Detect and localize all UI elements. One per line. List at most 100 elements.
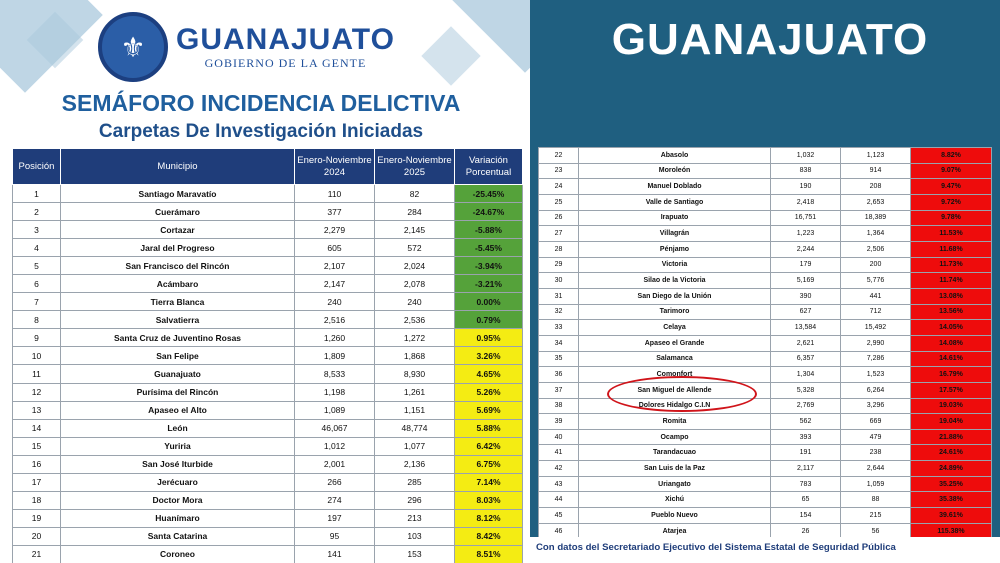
row-municipality: Guanajuato xyxy=(60,364,295,384)
row-variation: 7.14% xyxy=(454,472,523,492)
row-value-2025: 712 xyxy=(840,303,911,321)
page-title: SEMÁFORO INCIDENCIA DELICTIVA xyxy=(61,90,461,116)
row-variation: -5.88% xyxy=(454,220,523,240)
row-value-2024: 2,001 xyxy=(294,454,375,474)
table-row: 6 Acámbaro 2,147 2,078 -3.21% xyxy=(12,274,523,294)
row-municipality: Pénjamo xyxy=(578,240,771,258)
ranking-table-left: Posición Municipio Enero-Noviembre 2024 … xyxy=(12,148,523,563)
table-row: 12 Purísima del Rincón 1,198 1,261 5.26% xyxy=(12,382,523,402)
row-value-2025: 3,296 xyxy=(840,397,911,415)
row-value-2025: 914 xyxy=(840,162,911,180)
table-row: 13 Apaseo el Alto 1,089 1,151 5.69% xyxy=(12,400,523,420)
row-variation: -25.45% xyxy=(454,183,523,204)
row-position: 10 xyxy=(12,346,61,366)
row-value-2024: 393 xyxy=(770,428,841,446)
row-position: 24 xyxy=(538,178,579,195)
row-position: 23 xyxy=(538,162,579,180)
row-position: 35 xyxy=(538,350,579,368)
row-municipality: Santa Catarina xyxy=(60,526,295,546)
row-position: 11 xyxy=(12,364,61,384)
brand-block: GUANAJUATO GOBIERNO DE LA GENTE xyxy=(176,23,395,71)
row-municipality: San Luis de la Paz xyxy=(578,460,771,477)
row-value-2025: 213 xyxy=(374,508,455,528)
row-position: 27 xyxy=(538,225,579,242)
row-municipality: Valle de Santiago xyxy=(578,193,771,211)
table-row: 39 Romita 562 669 19.04% xyxy=(538,413,992,430)
table-row: 45 Pueblo Nuevo 154 215 39.61% xyxy=(538,507,992,524)
row-municipality: Jerécuaro xyxy=(60,472,295,492)
brand-tagline: GOBIERNO DE LA GENTE xyxy=(204,55,367,70)
row-variation: 0.95% xyxy=(454,328,523,348)
row-municipality: León xyxy=(60,418,295,438)
table-row: 23 Moroleón 838 914 9.07% xyxy=(538,162,992,180)
row-position: 32 xyxy=(538,303,579,321)
row-variation: 8.42% xyxy=(454,526,523,546)
row-position: 38 xyxy=(538,397,579,415)
row-variation: 11.73% xyxy=(910,256,992,274)
row-value-2025: 285 xyxy=(374,472,455,492)
row-value-2025: 48,774 xyxy=(374,418,455,438)
row-value-2025: 103 xyxy=(374,526,455,546)
row-value-2024: 1,012 xyxy=(294,436,375,456)
table-row: 8 Salvatierra 2,516 2,536 0.79% xyxy=(12,310,523,330)
row-value-2024: 16,751 xyxy=(770,209,841,227)
row-value-2025: 215 xyxy=(840,507,911,524)
row-value-2024: 2,279 xyxy=(294,220,375,240)
row-variation: 8.12% xyxy=(454,508,523,528)
row-municipality: Ocampo xyxy=(578,428,771,446)
row-municipality: Santa Cruz de Juventino Rosas xyxy=(60,328,295,348)
row-value-2025: 8,930 xyxy=(374,364,455,384)
row-position: 21 xyxy=(12,544,61,563)
row-variation: 5.26% xyxy=(454,382,523,402)
row-municipality: San Felipe xyxy=(60,346,295,366)
row-municipality: Silao de la Victoria xyxy=(578,272,771,289)
row-position: 44 xyxy=(538,491,579,509)
row-position: 1 xyxy=(12,183,61,204)
row-value-2024: 1,032 xyxy=(770,147,841,164)
row-value-2025: 284 xyxy=(374,202,455,222)
row-position: 36 xyxy=(538,366,579,383)
row-position: 30 xyxy=(538,272,579,289)
table-row: 21 Coroneo 141 153 8.51% xyxy=(12,544,523,563)
table-row: 28 Pénjamo 2,244 2,506 11.68% xyxy=(538,240,992,258)
row-position: 19 xyxy=(12,508,61,528)
row-variation: -5.45% xyxy=(454,238,523,258)
table-row: 38 Dolores Hidalgo C.I.N 2,769 3,296 19.03% xyxy=(538,397,992,415)
row-municipality: Manuel Doblado xyxy=(578,178,771,195)
row-position: 25 xyxy=(538,193,579,211)
row-variation: 14.61% xyxy=(910,350,992,368)
row-position: 22 xyxy=(538,147,579,164)
row-value-2024: 1,809 xyxy=(294,346,375,366)
row-value-2025: 153 xyxy=(374,544,455,563)
row-municipality: Tarimoro xyxy=(578,303,771,321)
row-position: 9 xyxy=(12,328,61,348)
row-position: 45 xyxy=(538,507,579,524)
row-value-2024: 13,584 xyxy=(770,319,841,336)
row-municipality: Tarandacuao xyxy=(578,444,771,462)
row-value-2024: 240 xyxy=(294,292,375,312)
table-row: 42 San Luis de la Paz 2,117 2,644 24.89% xyxy=(538,460,992,477)
row-value-2024: 605 xyxy=(294,238,375,258)
row-variation: 11.53% xyxy=(910,225,992,242)
table-row: 16 San José Iturbide 2,001 2,136 6.75% xyxy=(12,454,523,474)
row-value-2024: 8,533 xyxy=(294,364,375,384)
row-position: 31 xyxy=(538,287,579,305)
row-variation: 11.74% xyxy=(910,272,992,289)
row-position: 33 xyxy=(538,319,579,336)
table-row: 46 Atarjea 26 56 115.38% xyxy=(538,522,992,540)
row-value-2025: 200 xyxy=(840,256,911,274)
table-row: 25 Valle de Santiago 2,418 2,653 9.72% xyxy=(538,193,992,211)
table-row: 10 San Felipe 1,809 1,868 3.26% xyxy=(12,346,523,366)
header-position: Posición xyxy=(12,148,61,185)
row-value-2025: 479 xyxy=(840,428,911,446)
row-value-2025: 296 xyxy=(374,490,455,510)
row-value-2024: 1,304 xyxy=(770,366,841,383)
row-position: 43 xyxy=(538,475,579,493)
table-row: 17 Jerécuaro 266 285 7.14% xyxy=(12,472,523,492)
row-variation: 19.04% xyxy=(910,413,992,430)
row-value-2024: 141 xyxy=(294,544,375,563)
table-row: 29 Victoria 179 200 11.73% xyxy=(538,256,992,274)
row-variation: 9.78% xyxy=(910,209,992,227)
row-value-2024: 266 xyxy=(294,472,375,492)
table-row: 19 Huanímaro 197 213 8.12% xyxy=(12,508,523,528)
